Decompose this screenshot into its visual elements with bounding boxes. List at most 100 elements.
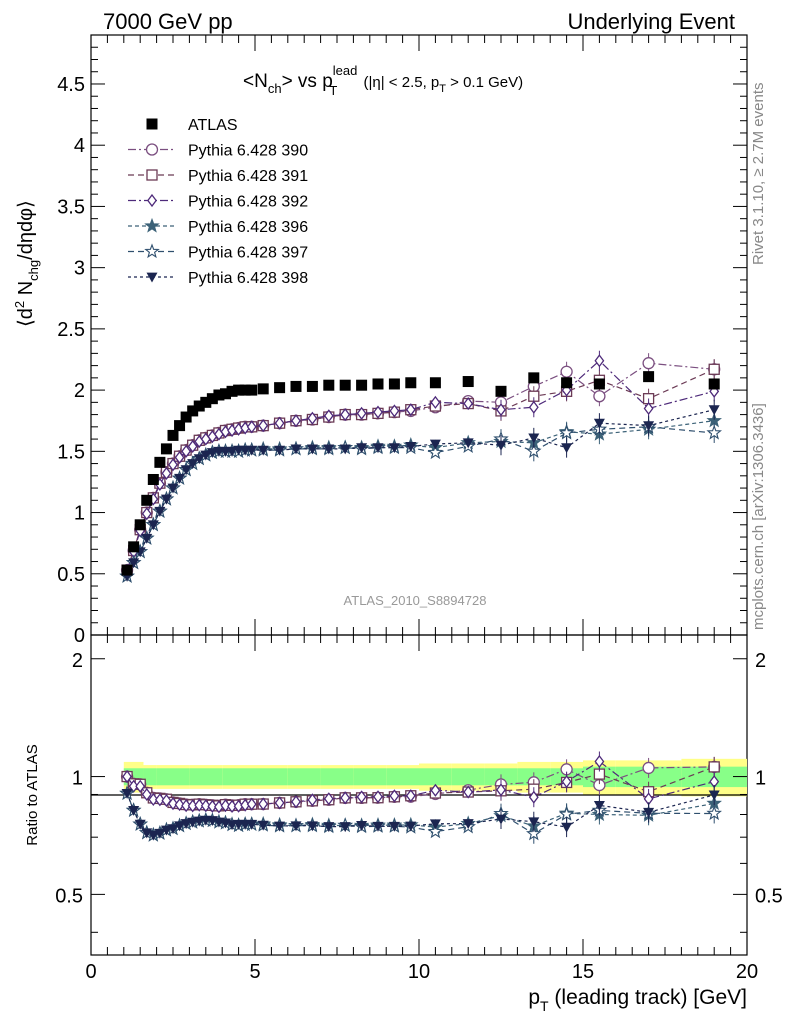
data-point	[306, 380, 318, 392]
data-point	[528, 400, 539, 414]
legend-item: Pythia 6.428 391	[128, 168, 308, 185]
ratio-y-tick-label: 0.5	[55, 885, 83, 907]
data-point	[356, 406, 367, 420]
ratio-point	[194, 798, 205, 812]
uncertainty-band-stat	[353, 768, 387, 786]
x-tick-label: 5	[249, 961, 260, 983]
data-point	[323, 379, 335, 391]
data-point	[356, 443, 368, 454]
data-point	[147, 520, 159, 531]
data-point	[306, 444, 318, 455]
data-point	[462, 376, 474, 388]
y-tick-label: 4.5	[57, 74, 85, 96]
ratio-point	[528, 817, 540, 828]
y-tick-label: 3.5	[57, 196, 85, 218]
ratio-point	[526, 825, 542, 841]
ratio-point	[148, 792, 159, 807]
rivet-label: Rivet 3.1.10, ≥ 2.7M events	[750, 83, 767, 266]
ratio-point	[307, 793, 318, 807]
ratio-point	[427, 823, 444, 839]
ratio-point	[496, 783, 506, 797]
legend-label: Pythia 6.428 391	[188, 168, 308, 185]
data-point	[323, 444, 335, 455]
ratio-point	[495, 814, 507, 825]
x-tick-label: 20	[736, 961, 758, 983]
uncertainty-band-stat	[189, 768, 223, 786]
data-point	[558, 424, 575, 440]
data-point	[200, 450, 212, 461]
ratio-point	[258, 797, 269, 811]
y-tick-label: 1	[74, 503, 85, 525]
ratio-y-tick-label-right: 1	[755, 768, 766, 790]
uncertainty-band-stat	[451, 768, 485, 786]
data-point	[290, 444, 302, 455]
data-point	[219, 388, 231, 400]
legend-item: Pythia 6.428 397	[128, 243, 308, 262]
y-tick-label: 2.5	[57, 319, 85, 341]
ratio-point	[220, 799, 231, 813]
data-point	[463, 396, 474, 411]
ratio-point	[147, 830, 159, 841]
data-point	[233, 384, 245, 396]
legend: ATLAS Pythia 6.428 390 Pythia 6.428 391 Pyt…	[128, 117, 308, 287]
ratio-point	[168, 797, 178, 811]
legend-label: ATLAS	[188, 117, 238, 134]
data-point	[181, 444, 192, 458]
mcplots-label: mcplots.cern.ch [arXiv:1306.3436]	[750, 403, 767, 630]
data-point	[495, 440, 507, 451]
ratio-point	[356, 821, 368, 831]
ratio-point	[154, 828, 166, 839]
data-point	[167, 429, 179, 441]
data-point	[239, 384, 251, 396]
data-point	[405, 442, 417, 452]
legend-label: Pythia 6.428 397	[188, 245, 308, 262]
data-point	[528, 433, 540, 444]
legend-label: Pythia 6.428 390	[188, 143, 308, 160]
data-point	[643, 421, 655, 432]
series-line-p392	[126, 359, 715, 571]
ratio-point	[246, 819, 258, 830]
ratio-point	[200, 799, 211, 813]
data-point	[429, 377, 441, 389]
data-point	[495, 385, 507, 397]
data-point	[706, 424, 722, 440]
data-point	[593, 418, 605, 429]
data-point	[372, 378, 384, 390]
data-point	[206, 393, 218, 405]
data-point	[593, 390, 606, 403]
data-point	[307, 411, 318, 425]
ratio-point	[528, 790, 539, 804]
series-p391	[121, 359, 720, 576]
series-p398	[121, 399, 720, 582]
ratio-series-p398	[121, 784, 720, 841]
watermark: ATLAS_2010_S8894728	[344, 593, 487, 608]
x-tick-label: 15	[572, 961, 594, 983]
ratio-point	[290, 821, 302, 832]
legend-marker	[144, 243, 160, 259]
ratio-point	[121, 789, 133, 799]
legend-marker	[144, 217, 160, 233]
ratio-point	[340, 791, 351, 805]
ratio-point	[161, 793, 172, 808]
data-point	[187, 405, 199, 417]
series-line-p398	[126, 409, 715, 577]
data-point	[161, 466, 172, 480]
data-point	[160, 494, 172, 505]
data-point	[372, 443, 384, 454]
data-point	[257, 383, 269, 395]
ratio-point	[405, 789, 416, 803]
ratio-point	[430, 783, 441, 797]
data-point	[180, 465, 192, 476]
data-point	[257, 445, 269, 456]
ratio-point	[389, 789, 400, 803]
ratio-point	[135, 779, 146, 793]
data-point	[121, 564, 133, 576]
plot-title: <Nch> vs plead T (|η| < 2.5, pT > 0.1 GeV…	[243, 63, 523, 98]
ratio-point	[174, 821, 186, 832]
x-axis: 0 5 10 15 20	[85, 35, 758, 983]
data-point	[274, 382, 286, 394]
x-tick-label: 0	[85, 961, 96, 983]
data-point	[187, 459, 199, 470]
data-point	[174, 450, 185, 465]
